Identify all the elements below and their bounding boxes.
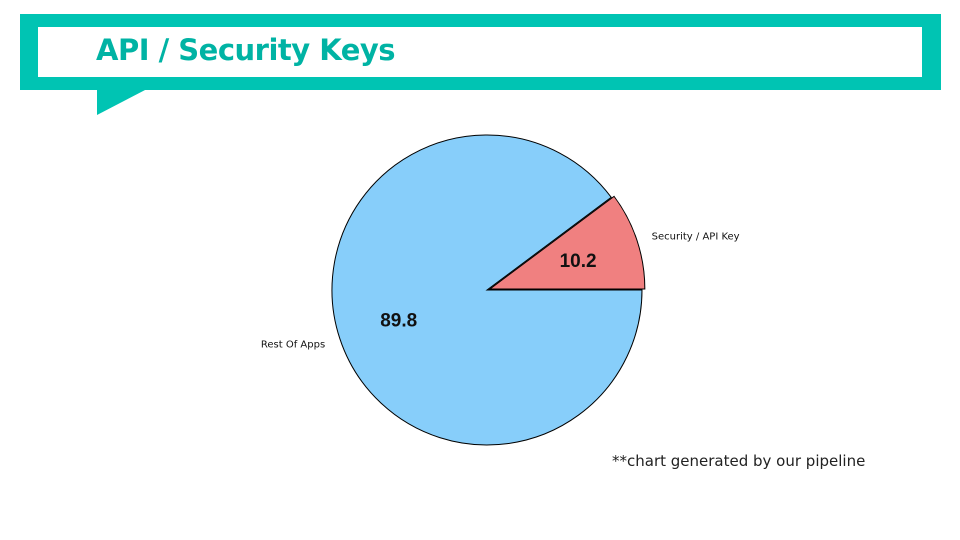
slice-category-label-1: Rest Of Apps (261, 340, 325, 351)
chart-footnote: **chart generated by our pipeline (612, 452, 866, 470)
banner-pointer (97, 89, 147, 115)
title-banner: API / Security Keys (20, 14, 941, 90)
page-title: API / Security Keys (96, 33, 396, 67)
pie-slice-0 (488, 195, 646, 290)
title-banner-inner: API / Security Keys (38, 27, 922, 77)
pie-slice-1 (331, 134, 643, 446)
slice-category-label-0: Security / API Key (652, 231, 740, 242)
slice-value-label-0: 10.2 (560, 251, 597, 272)
slice-value-label-1: 89.8 (380, 310, 417, 331)
